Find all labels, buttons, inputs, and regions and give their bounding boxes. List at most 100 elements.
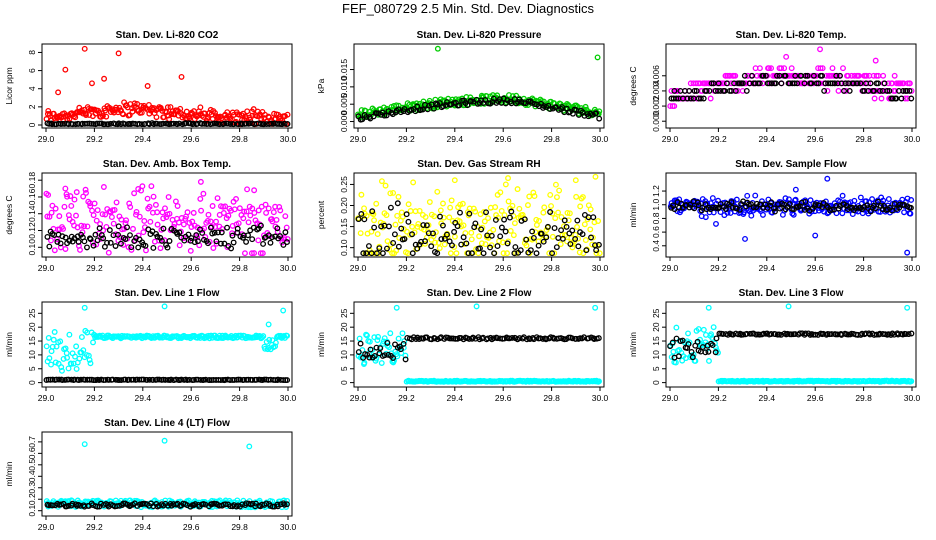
y-tick-label: 0.004 (651, 80, 661, 102)
reference-point (367, 346, 374, 353)
reference-point (501, 216, 508, 223)
data-point (272, 339, 279, 346)
data-point (707, 95, 714, 102)
data-point (113, 199, 120, 206)
y-axis-label: ml/min (628, 332, 638, 357)
reference-point (673, 95, 680, 102)
data-point (51, 329, 58, 335)
reference-point (567, 241, 574, 247)
data-point (67, 193, 74, 200)
y-tick-label: 0.16 (27, 188, 37, 205)
y-tick-label: 0.000 (339, 111, 349, 133)
reference-point (395, 243, 402, 250)
reference-point (762, 72, 769, 79)
reference-point (715, 80, 722, 87)
data-point (453, 250, 460, 257)
reference-point (274, 225, 281, 232)
data-point (257, 250, 264, 257)
data-point (840, 65, 846, 72)
data-point (782, 195, 789, 202)
reference-point (385, 223, 392, 230)
reference-point (84, 244, 90, 251)
data-point (241, 208, 248, 215)
data-point (272, 343, 279, 350)
reference-point (466, 210, 473, 217)
x-tick-label: 29.2 (398, 263, 415, 273)
data-point (100, 184, 107, 190)
reference-point (440, 103, 447, 110)
data-point (468, 229, 475, 236)
reference-point (888, 331, 894, 338)
data-point (572, 177, 579, 184)
reference-point (802, 72, 809, 79)
data-point (136, 213, 143, 220)
x-tick-label: 29.0 (350, 134, 367, 144)
data-point (99, 211, 106, 218)
y-tick-label: 0.15 (339, 218, 349, 235)
reference-point (821, 87, 828, 94)
reference-point (100, 235, 107, 242)
x-tick-label: 29.4 (135, 134, 152, 144)
x-tick-label: 30.0 (280, 263, 297, 273)
data-point (904, 249, 911, 256)
reference-point (449, 242, 455, 249)
reference-point (569, 227, 576, 234)
reference-point (812, 331, 819, 338)
x-tick-label: 29.4 (135, 522, 152, 532)
reference-point (112, 243, 119, 249)
reference-point (772, 80, 779, 87)
reference-point (703, 87, 710, 94)
data-point (95, 230, 102, 237)
y-tick-label: 0.8 (651, 212, 661, 224)
data-point (468, 236, 475, 243)
reference-point (128, 244, 135, 251)
data-point (710, 324, 717, 331)
reference-point (876, 87, 883, 94)
data-point (530, 189, 537, 196)
x-tick-label: 29.2 (86, 522, 103, 532)
x-tick-label: 30.0 (592, 134, 609, 144)
reference-point (422, 238, 428, 245)
reference-point (468, 250, 475, 257)
x-tick-label: 29.2 (86, 393, 103, 403)
data-point (101, 75, 108, 82)
x-tick-label: 30.0 (904, 393, 921, 403)
data-point (140, 229, 147, 236)
data-point (251, 187, 258, 194)
reference-point (384, 339, 391, 346)
data-point (138, 109, 145, 116)
reference-point (689, 354, 696, 361)
reference-point (107, 239, 114, 246)
reference-point (819, 72, 826, 79)
reference-point (872, 205, 879, 212)
data-point (168, 111, 175, 118)
reference-point (544, 223, 551, 230)
data-point (94, 207, 101, 214)
reference-point (230, 239, 237, 246)
data-point (244, 108, 251, 115)
data-point (43, 343, 50, 350)
data-point (120, 111, 127, 118)
data-point (574, 224, 580, 230)
reference-point (401, 106, 408, 112)
data-point (766, 65, 772, 72)
data-point (713, 220, 719, 227)
y-tick-label: 0.005 (339, 93, 349, 115)
reference-point (176, 120, 183, 127)
data-point (440, 200, 446, 207)
data-point (403, 228, 410, 235)
reference-point (904, 87, 911, 94)
data-point (430, 233, 437, 240)
y-tick-label: 15 (651, 336, 661, 346)
data-point (273, 216, 280, 223)
data-point (66, 115, 73, 122)
plot-frame (665, 172, 917, 258)
data-point (525, 202, 531, 209)
y-axis-label: ml/min (4, 461, 14, 486)
data-point (233, 196, 239, 202)
data-point (73, 189, 80, 196)
panel-title: Stan. Dev. Li-820 CO2 (116, 30, 219, 41)
reference-point (193, 232, 200, 238)
reference-point (831, 80, 838, 87)
data-point (52, 205, 59, 212)
